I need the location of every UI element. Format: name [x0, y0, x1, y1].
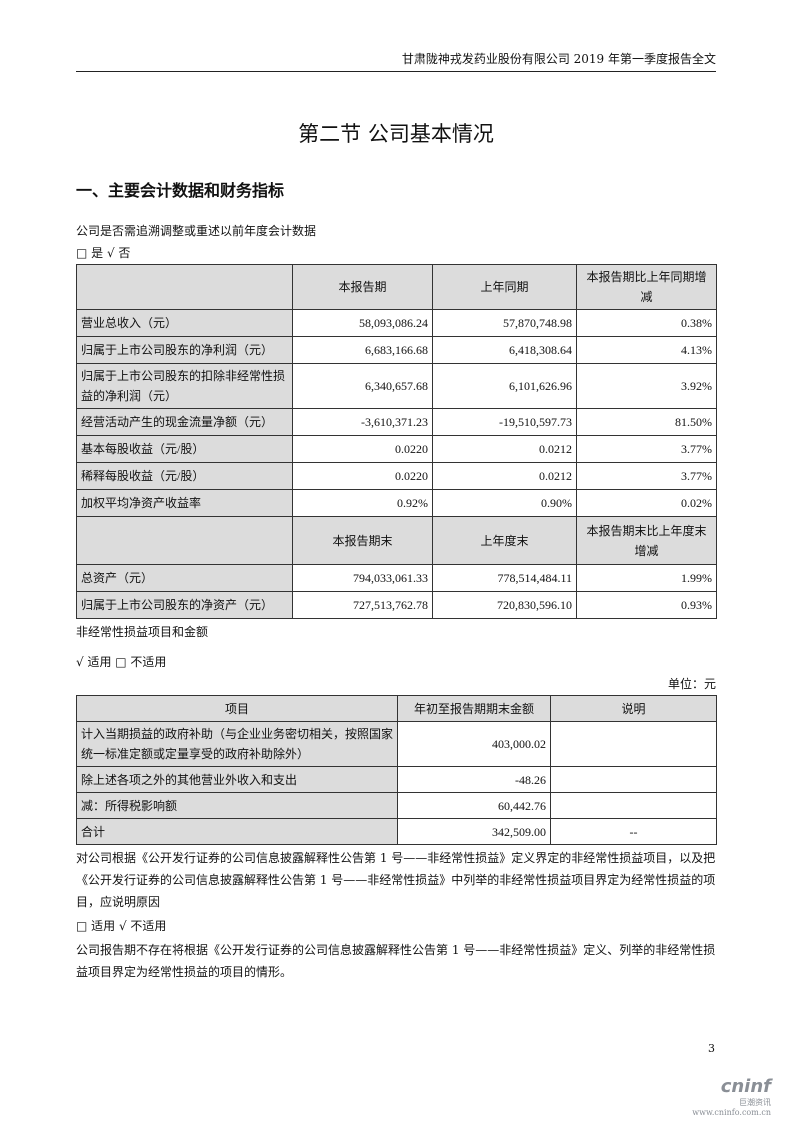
table-cell	[550, 792, 717, 819]
table-cell: 0.0220	[292, 435, 433, 463]
header-cell: 说明	[550, 695, 717, 722]
header-cell: 本报告期	[292, 264, 433, 310]
cninf-logo: cninf 巨潮资讯 www.cninfo.com.cn	[692, 1076, 771, 1117]
table-cell	[550, 766, 717, 793]
table-cell: 6,101,626.96	[432, 363, 577, 409]
table-row: 经营活动产生的现金流量净额（元） -3,610,371.23 -19,510,597…	[76, 408, 717, 436]
table-cell: 4.13%	[576, 336, 717, 364]
table-cell: 归属于上市公司股东的净资产（元）	[76, 591, 293, 619]
table-row: 加权平均净资产收益率 0.92% 0.90% 0.02%	[76, 489, 717, 517]
statement-paragraph: 公司报告期不存在将根据《公开发行证券的公司信息披露解释性公告第 1 号——非经常…	[76, 943, 716, 979]
main-accounting-table: 本报告期 上年同期 本报告期比上年同期增减 营业总收入（元） 58,093,086.24…	[76, 264, 717, 619]
header-cell: 本报告期末	[292, 516, 433, 565]
table-row: 除上述各项之外的其他营业外收入和支出 -48.26	[76, 766, 717, 793]
explanation-options: □ 适用 √ 不适用	[76, 919, 167, 933]
table-cell: 0.0212	[432, 435, 577, 463]
table-cell: 除上述各项之外的其他营业外收入和支出	[76, 766, 398, 793]
header-cell: 上年同期	[432, 264, 577, 310]
table-row: 减：所得税影响额 60,442.76	[76, 792, 717, 819]
table-cell: 60,442.76	[397, 792, 551, 819]
table-cell: 6,340,657.68	[292, 363, 433, 409]
table-cell: 基本每股收益（元/股）	[76, 435, 293, 463]
table-cell: 6,683,166.68	[292, 336, 433, 364]
table-cell: 58,093,086.24	[292, 309, 433, 337]
table-cell: 57,870,748.98	[432, 309, 577, 337]
table-cell: 0.92%	[292, 489, 433, 517]
table-cell: 加权平均净资产收益率	[76, 489, 293, 517]
table-cell: 营业总收入（元）	[76, 309, 293, 337]
table-row: 归属于上市公司股东的扣除非经常性损益的净利润（元） 6,340,657.68 6,1…	[76, 363, 717, 409]
header-cell: 项目	[76, 695, 398, 722]
table-cell: 1.99%	[576, 564, 717, 592]
table-cell	[550, 721, 717, 767]
restate-question: 公司是否需追溯调整或重述以前年度会计数据	[76, 224, 317, 238]
nonrecurring-table: 项目 年初至报告期期末金额 说明 计入当期损益的政府补助（与企业业务密切相关，按照国家…	[76, 695, 717, 845]
table-cell: 计入当期损益的政府补助（与企业业务密切相关，按照国家统一标准定额或定量享受的政府…	[76, 721, 398, 767]
explanation-paragraph: 对公司根据《公开发行证券的公司信息披露解释性公告第 1 号——非经常性损益》定义…	[76, 851, 716, 909]
table-row: 基本每股收益（元/股） 0.0220 0.0212 3.77%	[76, 435, 717, 463]
table-cell: 归属于上市公司股东的扣除非经常性损益的净利润（元）	[76, 363, 293, 409]
table-header-row: 项目 年初至报告期期末金额 说明	[76, 695, 717, 722]
table-cell: 0.90%	[432, 489, 577, 517]
table-row: 总资产（元） 794,033,061.33 778,514,484.11 1.99%	[76, 564, 717, 592]
table-cell: 727,513,762.78	[292, 591, 433, 619]
logo-brand: cninf	[720, 1076, 771, 1097]
table-cell: 归属于上市公司股东的净利润（元）	[76, 336, 293, 364]
table-header-row: 本报告期 上年同期 本报告期比上年同期增减	[76, 264, 717, 310]
table-row: 计入当期损益的政府补助（与企业业务密切相关，按照国家统一标准定额或定量享受的政府…	[76, 721, 717, 767]
table-cell: 0.38%	[576, 309, 717, 337]
section-title: 第二节 公司基本情况	[298, 122, 494, 146]
table-cell: 794,033,061.33	[292, 564, 433, 592]
table-cell: 0.02%	[576, 489, 717, 517]
header-cell: 本报告期比上年同期增减	[576, 264, 717, 310]
nonrecurring-title: 非经常性损益项目和金额	[76, 625, 209, 639]
table-row: 归属于上市公司股东的净利润（元） 6,683,166.68 6,418,308.64…	[76, 336, 717, 364]
logo-cn: 巨潮资讯	[739, 1098, 771, 1107]
table-row: 营业总收入（元） 58,093,086.24 57,870,748.98 0.38%	[76, 309, 717, 337]
table-row: 合计 342,509.00 --	[76, 818, 717, 845]
table-cell: -19,510,597.73	[432, 408, 577, 436]
table-cell: 778,514,484.11	[432, 564, 577, 592]
unit-label: 单位：元	[667, 677, 716, 691]
table-cell: 81.50%	[576, 408, 717, 436]
table-cell: 总资产（元）	[76, 564, 293, 592]
logo-url: www.cninfo.com.cn	[692, 1108, 771, 1117]
page-number: 3	[708, 1042, 715, 1055]
header-cell: 本报告期末比上年度末增减	[576, 516, 717, 565]
table-cell: -3,610,371.23	[292, 408, 433, 436]
table-cell: -48.26	[397, 766, 551, 793]
table-cell: 3.92%	[576, 363, 717, 409]
table-cell: 403,000.02	[397, 721, 551, 767]
table-cell: 0.93%	[576, 591, 717, 619]
table-cell: 合计	[76, 818, 398, 845]
table-cell: 6,418,308.64	[432, 336, 577, 364]
table-cell: 稀释每股收益（元/股）	[76, 462, 293, 490]
table-cell: --	[550, 818, 717, 845]
nonrecurring-options: √ 适用 □ 不适用	[76, 655, 167, 669]
table-row: 稀释每股收益（元/股） 0.0220 0.0212 3.77%	[76, 462, 717, 490]
table-cell: 3.77%	[576, 435, 717, 463]
table-cell: 3.77%	[576, 462, 717, 490]
table-cell: 720,830,596.10	[432, 591, 577, 619]
table-cell: 342,509.00	[397, 818, 551, 845]
table-cell: 0.0212	[432, 462, 577, 490]
table-header-row: 本报告期末 上年度末 本报告期末比上年度末增减	[76, 516, 717, 565]
table-cell: 0.0220	[292, 462, 433, 490]
header-cell: 上年度末	[432, 516, 577, 565]
table-row: 归属于上市公司股东的净资产（元） 727,513,762.78 720,830,59…	[76, 591, 717, 619]
heading-accounting-data: 一、主要会计数据和财务指标	[76, 181, 285, 200]
running-header: 甘肃陇神戎发药业股份有限公司 2019 年第一季度报告全文	[76, 50, 716, 72]
table-cell: 经营活动产生的现金流量净额（元）	[76, 408, 293, 436]
restate-options: □ 是 √ 否	[76, 246, 131, 260]
header-cell	[76, 264, 293, 310]
header-cell	[76, 516, 293, 565]
header-cell: 年初至报告期期末金额	[397, 695, 551, 722]
page-content: 甘肃陇神戎发药业股份有限公司 2019 年第一季度报告全文 第二节 公司基本情况…	[76, 50, 717, 983]
table-cell: 减：所得税影响额	[76, 792, 398, 819]
